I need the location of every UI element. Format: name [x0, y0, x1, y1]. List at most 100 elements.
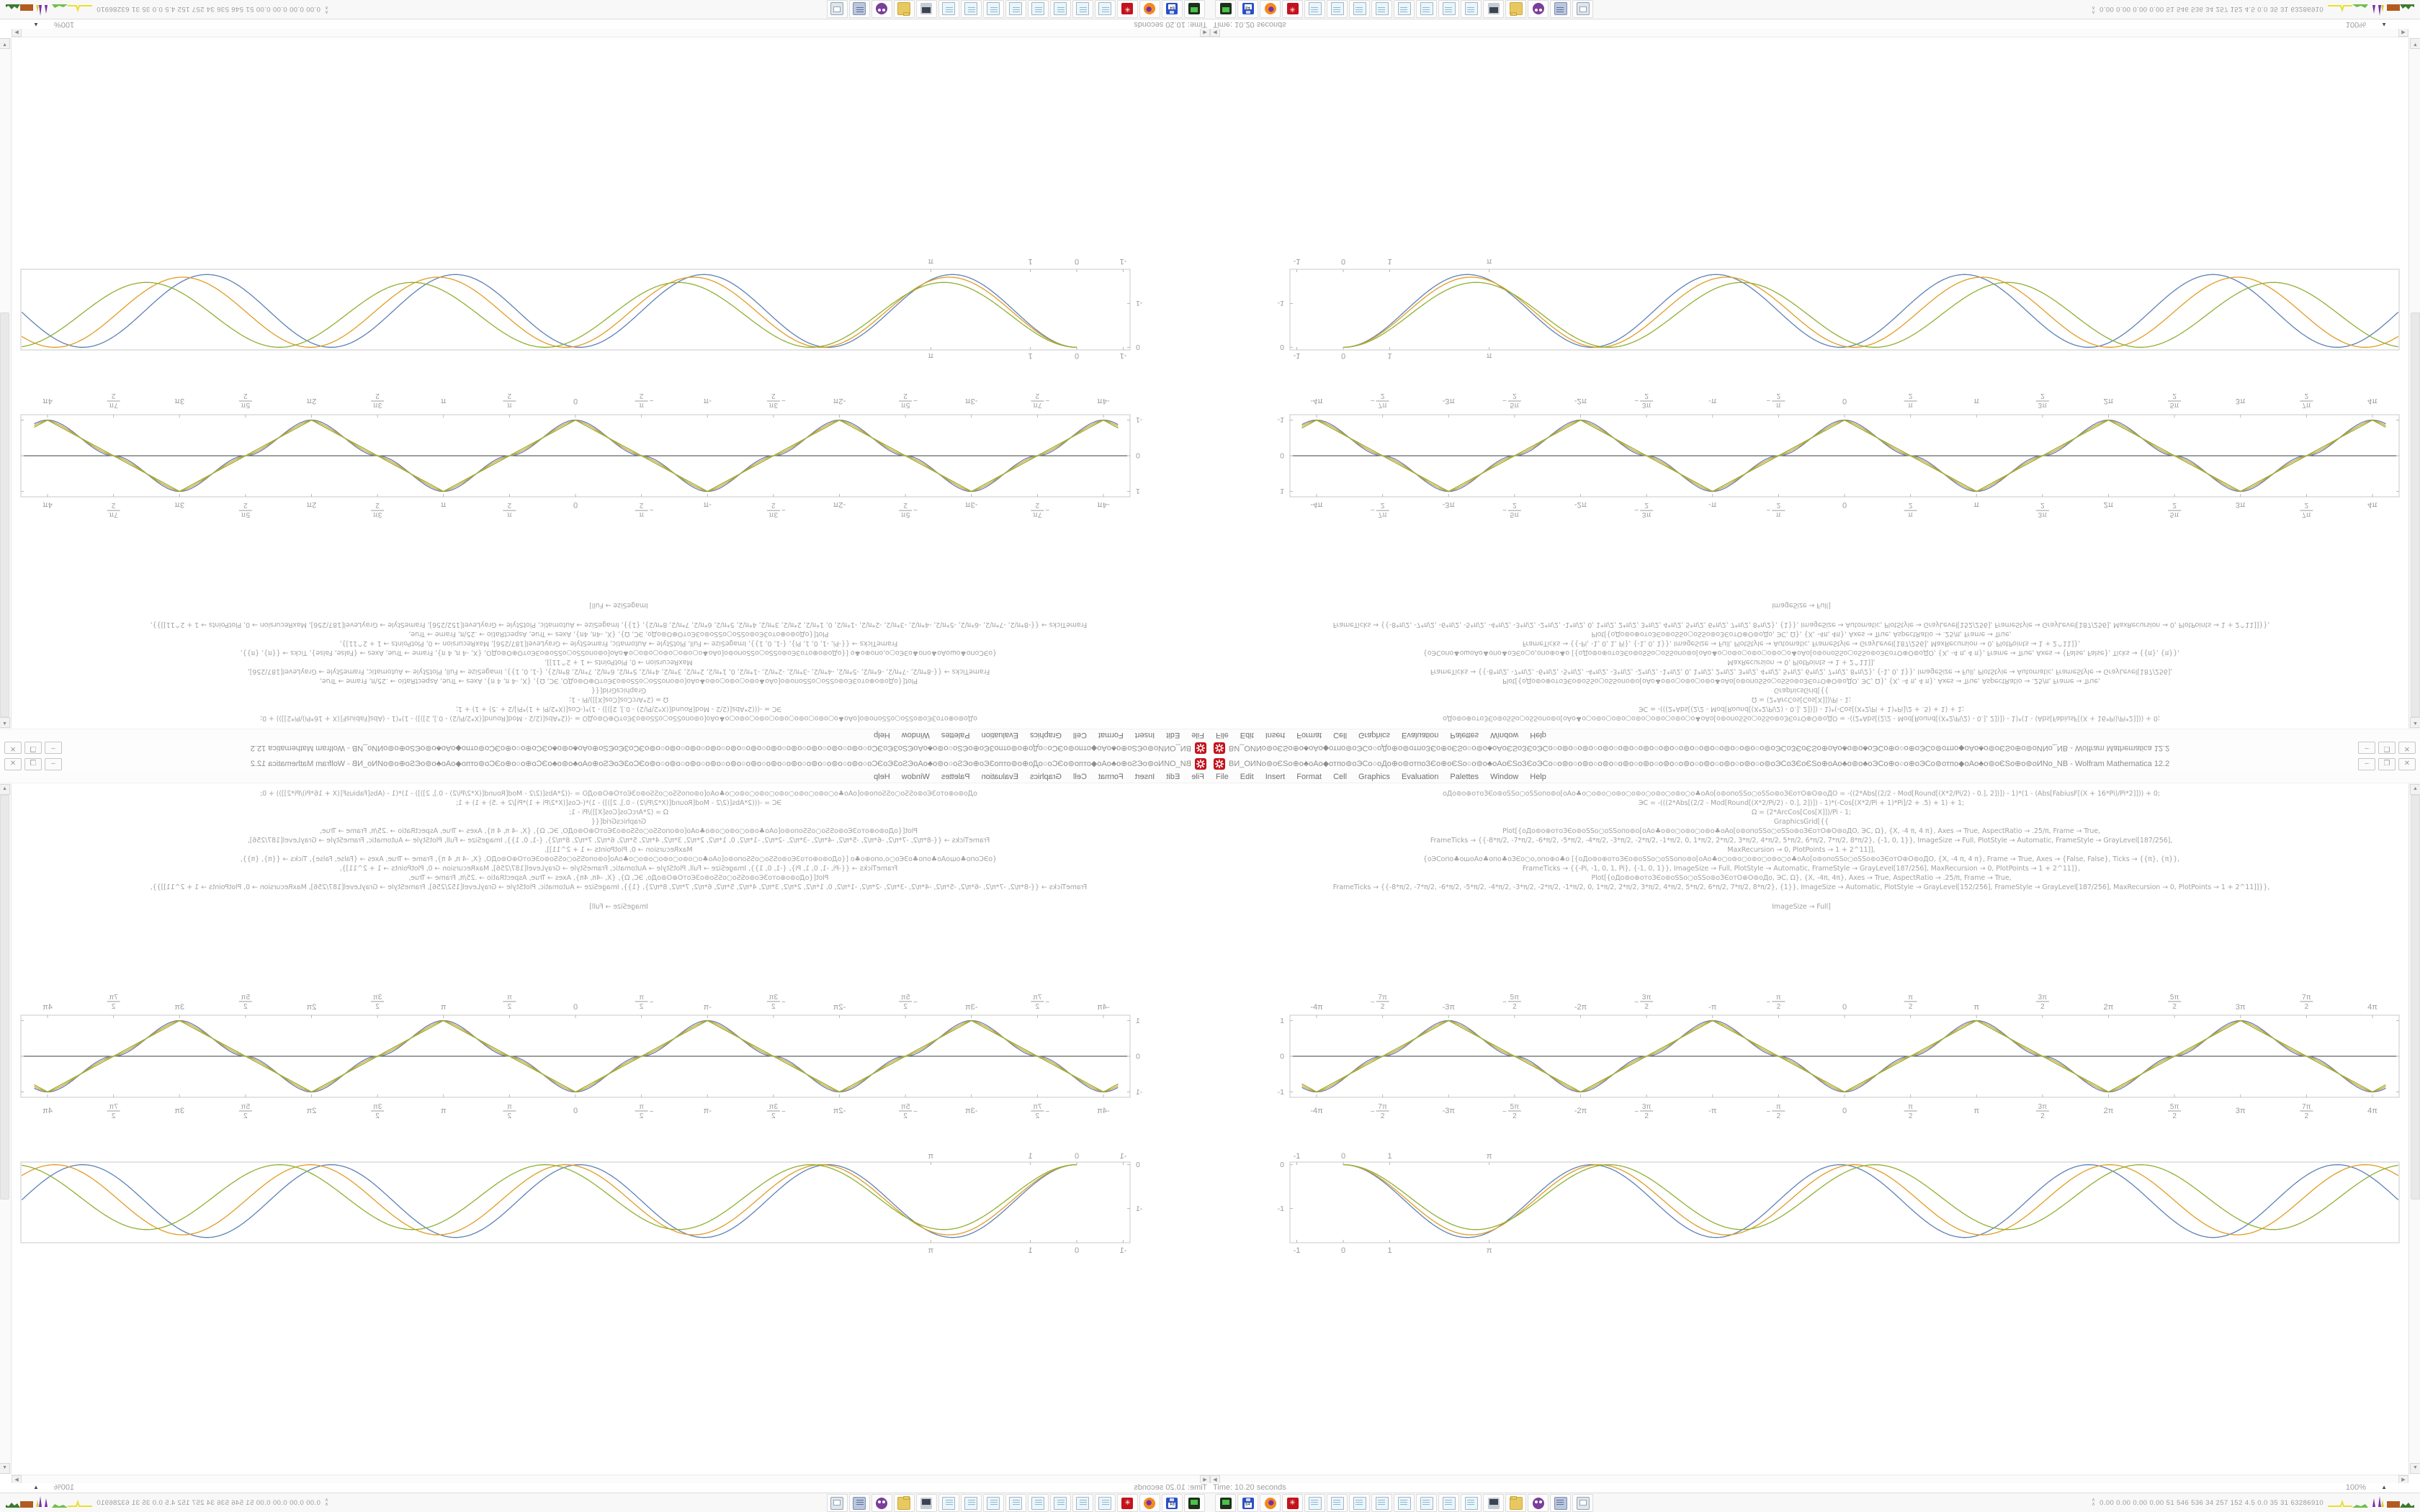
code-line[interactable]: оДо⊚о⊕отоЗЄо⊚оЅЅо○оЅЅопо⊚о[оАо♣о○о⊚о○о⊚о… [260, 790, 977, 798]
launcher-notepad-button[interactable] [1349, 1494, 1370, 1512]
launcher-window-frame-button[interactable] [827, 1494, 848, 1512]
magnification-value[interactable]: 100% [54, 1483, 75, 1492]
launcher-vice-emulator-button[interactable] [1184, 1494, 1205, 1512]
menu-item-graphics[interactable]: Graphics [1029, 773, 1062, 781]
menu-item-insert[interactable]: Insert [1134, 773, 1155, 781]
input-code-cell[interactable]: оДо⊚о⊕отоЗЄо⊚оЅЅо○оЅЅопо⊚о[оАо♣о○о⊚о○о⊚о… [57, 789, 1180, 912]
vertical-scrollbar[interactable]: ▲ ▼ [2408, 783, 2420, 1475]
menu-item-palettes[interactable]: Palettes [1450, 731, 1479, 739]
code-line[interactable]: Plot[{оДо⊚о⊕отоЗЄо⊚оЅЅо○оЅЅо⊚оЗЄотО⊕О⊚оД… [1591, 874, 2012, 882]
restore-button[interactable]: ❐ [2378, 742, 2396, 754]
magnification-value[interactable]: 100% [2345, 1483, 2366, 1492]
menu-item-cell[interactable]: Cell [1333, 731, 1348, 739]
launcher-document-scroll-button[interactable] [849, 1494, 870, 1512]
restore-button[interactable]: ❐ [2378, 758, 2396, 770]
code-line[interactable]: FrameTicks → {{-8*π/2, -7*π/2, -6*π/2, -… [150, 883, 1088, 891]
code-line[interactable]: {оЭСопо♣ошоАо♣опо♣оЗЄо○о,опо⊕о♣о [{оДо⊚о… [1422, 855, 2180, 863]
launcher-window-frame-button[interactable] [1572, 0, 1593, 18]
code-line[interactable]: Plot[{оДо⊚о⊕отоЗЄо⊚оЅЅо○оЅЅо⊚оЗЄотО⊕О⊚оД… [1591, 630, 2012, 638]
code-line[interactable]: ЭС = -(((2*Abs[(2/2 - Mod[Round[(X*2/Pi/… [1638, 705, 1965, 713]
launcher-floppy-64-button[interactable]: 64 [1162, 1494, 1183, 1512]
code-line[interactable]: MaxRecursion → 0, PlotPoints → 1 + 2^11]… [1727, 658, 1876, 666]
magnification-dropdown-icon[interactable]: ▲ [33, 22, 39, 28]
system-monitor[interactable]: ∧ ∧ 0.00 0.00 0.00 0.00 51 546 536 34 257… [6, 1, 328, 17]
launcher-notepad-button[interactable] [1394, 0, 1415, 18]
code-line[interactable]: FrameTicks → {{-8*π/2, -7*π/2, -6*π/2, -… [1430, 837, 2173, 845]
launcher-notepad-button[interactable] [1416, 1494, 1437, 1512]
launcher-folder-button[interactable] [894, 0, 915, 18]
launcher-notepad-button[interactable] [1438, 1494, 1459, 1512]
notebook-content[interactable]: оДо⊚о⊕отоЗЄо⊚оЅЅо○оЅЅопо⊚о[оАо♣о○о⊚о○о⊚о… [1211, 37, 2408, 729]
system-monitor[interactable]: ∧ ∧ 0.00 0.00 0.00 0.00 51 546 536 34 257… [2092, 1, 2414, 17]
minimize-button[interactable]: – [2358, 758, 2375, 770]
code-line[interactable]: оДо⊚о⊕отоЗЄо⊚оЅЅо○оЅЅопо⊚о[оАо♣о○о⊚о○о⊚о… [1443, 790, 2160, 798]
scroll-down-icon[interactable]: ▼ [2410, 1463, 2420, 1474]
code-line[interactable]: {оЭСопо♣ошоАо♣опо♣оЗЄо○о,опо⊕о♣о [{оДо⊚о… [1422, 649, 2180, 657]
menu-item-cell[interactable]: Cell [1072, 731, 1087, 739]
menu-item-cell[interactable]: Cell [1333, 773, 1348, 781]
vertical-scrollbar[interactable]: ▲ ▼ [0, 37, 12, 729]
code-line[interactable]: Ω = (2*ArcCos[Cos[X]])/Pi - 1; [1751, 809, 1852, 816]
launcher-vice-emulator-button[interactable] [1215, 0, 1236, 18]
menu-item-evaluation[interactable]: Evaluation [1402, 731, 1439, 739]
launcher-document-scroll-button[interactable] [1550, 0, 1571, 18]
code-line[interactable]: GraphicsGrid[{{ [1773, 818, 1829, 826]
menu-item-format[interactable]: Format [1098, 773, 1124, 781]
code-line[interactable]: FrameTicks → {{-8*π/2, -7*π/2, -6*π/2, -… [1332, 883, 2270, 891]
collapse-chevron-icon[interactable]: ∧ ∧ [2092, 1498, 2096, 1507]
launcher-folder-button[interactable] [894, 1494, 915, 1512]
menu-item-help[interactable]: Help [1530, 773, 1546, 781]
close-button[interactable]: ✕ [4, 742, 22, 754]
magnification-dropdown-icon[interactable]: ▲ [2381, 1484, 2387, 1490]
code-line[interactable]: FrameTicks → {{-8*π/2, -7*π/2, -6*π/2, -… [1430, 667, 2173, 675]
close-button[interactable]: ✕ [2398, 758, 2416, 770]
scroll-down-icon[interactable]: ▼ [0, 1463, 10, 1474]
code-line[interactable]: Plot[{оДо⊚о⊕отоЗЄо⊚оЅЅо○оЅЅо⊚оЗЄотО⊕О⊚оД… [408, 630, 829, 638]
launcher-notepad-button[interactable] [1095, 1494, 1116, 1512]
menu-item-format[interactable]: Format [1296, 731, 1322, 739]
window-titlebar[interactable]: ВИ_ОИNо⊚оЄЅо⊕о♣оАо◆отпо⊚оЭСо○оДо⊕о⊚отпоЗ… [0, 756, 1210, 773]
vertical-scrollbar-thumb[interactable] [0, 795, 9, 1200]
launcher-document-scroll-button[interactable] [849, 0, 870, 18]
menu-item-edit[interactable]: Edit [1240, 773, 1254, 781]
code-line[interactable]: FrameTicks → {{-8*π/2, -7*π/2, -6*π/2, -… [247, 837, 990, 845]
magnification-dropdown-icon[interactable]: ▲ [2381, 22, 2387, 28]
horizontal-scrollbar[interactable]: ◀ ▶ [1210, 27, 2408, 37]
launcher-wolfram-mathematica-button[interactable]: ✳ [1282, 1494, 1303, 1512]
code-line[interactable]: Plot[{оДо⊚о⊕отоЗЄо⊚оЅЅо○оЅЅо⊚оЗЄотО⊕О⊚оД… [408, 874, 829, 882]
launcher-notepad-button[interactable] [1005, 1494, 1026, 1512]
output-size-label[interactable]: ImageSize → Full] [589, 601, 648, 609]
menu-item-help[interactable]: Help [874, 731, 890, 739]
code-line[interactable]: Ω = (2*ArcCos[Cos[X]])/Pi - 1; [568, 696, 669, 703]
horizontal-scrollbar[interactable]: ◀ ▶ [12, 27, 1210, 37]
launcher-wolfram-mathematica-button[interactable]: ✳ [1117, 1494, 1138, 1512]
launcher-floppy-64-button[interactable]: 64 [1237, 0, 1258, 18]
menu-item-insert[interactable]: Insert [1265, 773, 1286, 781]
menu-item-palettes[interactable]: Palettes [941, 773, 970, 781]
input-code-cell[interactable]: оДо⊚о⊕отоЗЄо⊚оЅЅо○оЅЅопо⊚о[оАо♣о○о⊚о○о⊚о… [57, 600, 1180, 723]
close-button[interactable]: ✕ [4, 758, 22, 770]
minimize-button[interactable]: – [2358, 742, 2375, 754]
code-line[interactable]: FrameTicks → {{-8*π/2, -7*π/2, -6*π/2, -… [247, 667, 990, 675]
launcher-notepad-button[interactable] [1050, 1494, 1071, 1512]
window-titlebar[interactable]: ВИ_ОИNо⊚оЄЅо⊕о♣оАо◆отпо⊚оЭСо○оДо⊕о⊚отпоЗ… [1210, 739, 2420, 756]
launcher-notepad-button[interactable] [938, 0, 959, 18]
launcher-floppy-64-button[interactable]: 64 [1162, 0, 1183, 18]
code-line[interactable]: GraphicsGrid[{{ [1773, 686, 1829, 694]
launcher-firefox-button[interactable] [1260, 1494, 1281, 1512]
menu-item-format[interactable]: Format [1098, 731, 1124, 739]
menu-item-window[interactable]: Window [901, 731, 930, 739]
launcher-wolfram-mathematica-button[interactable]: ✳ [1117, 0, 1138, 18]
collapse-chevron-icon[interactable]: ∧ ∧ [2092, 5, 2096, 14]
system-monitor[interactable]: ∧ ∧ 0.00 0.00 0.00 0.00 51 546 536 34 257… [2092, 1495, 2414, 1511]
launcher-notepad-button[interactable] [1005, 0, 1026, 18]
launcher-notepad-button[interactable] [1416, 0, 1437, 18]
launcher-computer-display-button[interactable] [916, 0, 937, 18]
code-line[interactable]: Plot[{оДо⊚о⊕отоЗЄо⊚оЅЅо○оЅЅопо⊚о[оАо♣о⊚о… [319, 677, 918, 685]
menu-item-file[interactable]: File [1191, 731, 1204, 739]
launcher-computer-display-button[interactable] [916, 1494, 937, 1512]
system-monitor[interactable]: ∧ ∧ 0.00 0.00 0.00 0.00 51 546 536 34 257… [6, 1495, 328, 1511]
menu-item-help[interactable]: Help [874, 773, 890, 781]
launcher-firefox-button[interactable] [1139, 1494, 1160, 1512]
code-line[interactable]: MaxRecursion → 0, PlotPoints → 1 + 2^11]… [544, 658, 693, 666]
